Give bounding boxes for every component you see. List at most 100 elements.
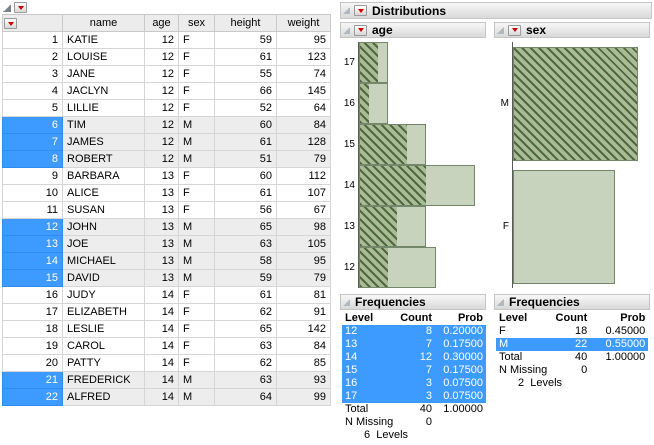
cell-weight[interactable]: 95 — [276, 31, 331, 49]
row-number[interactable]: 16 — [2, 286, 63, 304]
columns-panel-triangle-icon[interactable] — [3, 3, 11, 12]
row-number[interactable]: 20 — [2, 354, 63, 372]
cell-height[interactable]: 55 — [214, 65, 277, 83]
row-number[interactable]: 9 — [2, 167, 63, 185]
hist-bar-14[interactable] — [359, 165, 475, 206]
cell-weight[interactable]: 128 — [276, 133, 331, 151]
cell-age[interactable]: 13 — [144, 235, 179, 253]
cell-weight[interactable]: 85 — [276, 354, 331, 372]
cell-height[interactable]: 63 — [214, 337, 277, 355]
column-header-sex[interactable]: sex — [178, 14, 215, 32]
age-red-triangle-icon[interactable] — [354, 24, 367, 36]
cell-age[interactable]: 13 — [144, 201, 179, 219]
cell-weight[interactable]: 112 — [276, 167, 331, 185]
row-number[interactable]: 8 — [2, 150, 63, 168]
cell-weight[interactable]: 98 — [276, 218, 331, 236]
row-number[interactable]: 7 — [2, 133, 63, 151]
cell-weight[interactable]: 79 — [276, 269, 331, 287]
cell-age[interactable]: 12 — [144, 116, 179, 134]
cell-sex[interactable]: F — [178, 337, 215, 355]
disclosure-triangle-icon[interactable] — [343, 26, 350, 34]
cell-name[interactable]: LILLIE — [62, 99, 145, 117]
disclosure-triangle-icon[interactable] — [497, 26, 504, 34]
cell-age[interactable]: 14 — [144, 388, 179, 406]
columns-menu-red-triangle-icon[interactable] — [14, 2, 27, 13]
cell-weight[interactable]: 95 — [276, 252, 331, 270]
cell-height[interactable]: 59 — [214, 31, 277, 49]
row-number[interactable]: 22 — [2, 388, 63, 406]
cell-height[interactable]: 61 — [214, 286, 277, 304]
cell-name[interactable]: KATIE — [62, 31, 145, 49]
row-number[interactable]: 4 — [2, 82, 63, 100]
distributions-red-triangle-icon[interactable] — [354, 5, 367, 16]
cell-sex[interactable]: M — [178, 252, 215, 270]
freq-row[interactable]: 14 12 0.30000 — [342, 351, 486, 364]
cell-height[interactable]: 66 — [214, 82, 277, 100]
cell-weight[interactable]: 81 — [276, 286, 331, 304]
cell-sex[interactable]: F — [178, 303, 215, 321]
freq-row[interactable]: 16 3 0.07500 — [342, 377, 486, 390]
cell-name[interactable]: TIM — [62, 116, 145, 134]
row-number[interactable]: 14 — [2, 252, 63, 270]
cell-height[interactable]: 52 — [214, 99, 277, 117]
cell-name[interactable]: JOHN — [62, 218, 145, 236]
cell-weight[interactable]: 105 — [276, 235, 331, 253]
row-number[interactable]: 5 — [2, 99, 63, 117]
cell-age[interactable]: 14 — [144, 320, 179, 338]
hist-bar-12[interactable] — [359, 247, 437, 288]
row-number[interactable]: 21 — [2, 371, 63, 389]
disclosure-triangle-icon[interactable] — [343, 298, 350, 306]
cell-age[interactable]: 12 — [144, 133, 179, 151]
row-number[interactable]: 15 — [2, 269, 63, 287]
cell-sex[interactable]: F — [178, 167, 215, 185]
cell-weight[interactable]: 93 — [276, 371, 331, 389]
cell-height[interactable]: 59 — [214, 269, 277, 287]
cell-age[interactable]: 12 — [144, 150, 179, 168]
freq-row[interactable]: M 22 0.55000 — [496, 338, 649, 351]
hist-bar-M[interactable] — [513, 46, 639, 161]
cell-sex[interactable]: M — [178, 235, 215, 253]
cell-height[interactable]: 51 — [214, 150, 277, 168]
cell-height[interactable]: 58 — [214, 252, 277, 270]
hist-bar-17[interactable] — [359, 42, 388, 83]
cell-weight[interactable]: 64 — [276, 99, 331, 117]
cell-weight[interactable]: 84 — [276, 116, 331, 134]
cell-name[interactable]: MICHAEL — [62, 252, 145, 270]
cell-age[interactable]: 13 — [144, 184, 179, 202]
freq-row[interactable]: F 18 0.45000 — [499, 325, 646, 337]
cell-name[interactable]: JACLYN — [62, 82, 145, 100]
rows-menu-red-triangle-icon[interactable] — [4, 18, 17, 30]
age-histogram[interactable]: 17 16 15 14 13 12 — [340, 38, 486, 292]
row-number[interactable]: 18 — [2, 320, 63, 338]
cell-height[interactable]: 60 — [214, 116, 277, 134]
cell-height[interactable]: 56 — [214, 201, 277, 219]
cell-name[interactable]: JANE — [62, 65, 145, 83]
cell-sex[interactable]: F — [178, 48, 215, 66]
cell-height[interactable]: 61 — [214, 133, 277, 151]
row-number[interactable]: 6 — [2, 116, 63, 134]
cell-height[interactable]: 60 — [214, 167, 277, 185]
cell-name[interactable]: PATTY — [62, 354, 145, 372]
cell-name[interactable]: ROBERT — [62, 150, 145, 168]
hist-bar-F[interactable] — [513, 169, 616, 284]
column-header-weight[interactable]: weight — [276, 14, 331, 32]
row-number[interactable]: 12 — [2, 218, 63, 236]
cell-weight[interactable]: 91 — [276, 303, 331, 321]
column-header-age[interactable]: age — [144, 14, 179, 32]
cell-weight[interactable]: 145 — [276, 82, 331, 100]
cell-sex[interactable]: F — [178, 31, 215, 49]
cell-age[interactable]: 14 — [144, 337, 179, 355]
cell-height[interactable]: 65 — [214, 218, 277, 236]
rows-menu-cell[interactable] — [2, 14, 63, 32]
cell-age[interactable]: 14 — [144, 303, 179, 321]
cell-sex[interactable]: F — [178, 82, 215, 100]
cell-height[interactable]: 62 — [214, 354, 277, 372]
cell-name[interactable]: CAROL — [62, 337, 145, 355]
cell-height[interactable]: 64 — [214, 388, 277, 406]
cell-sex[interactable]: M — [178, 133, 215, 151]
disclosure-triangle-icon[interactable] — [497, 298, 504, 306]
cell-height[interactable]: 65 — [214, 320, 277, 338]
freq-row[interactable]: 12 8 0.20000 — [342, 325, 486, 338]
row-number[interactable]: 17 — [2, 303, 63, 321]
cell-age[interactable]: 12 — [144, 48, 179, 66]
